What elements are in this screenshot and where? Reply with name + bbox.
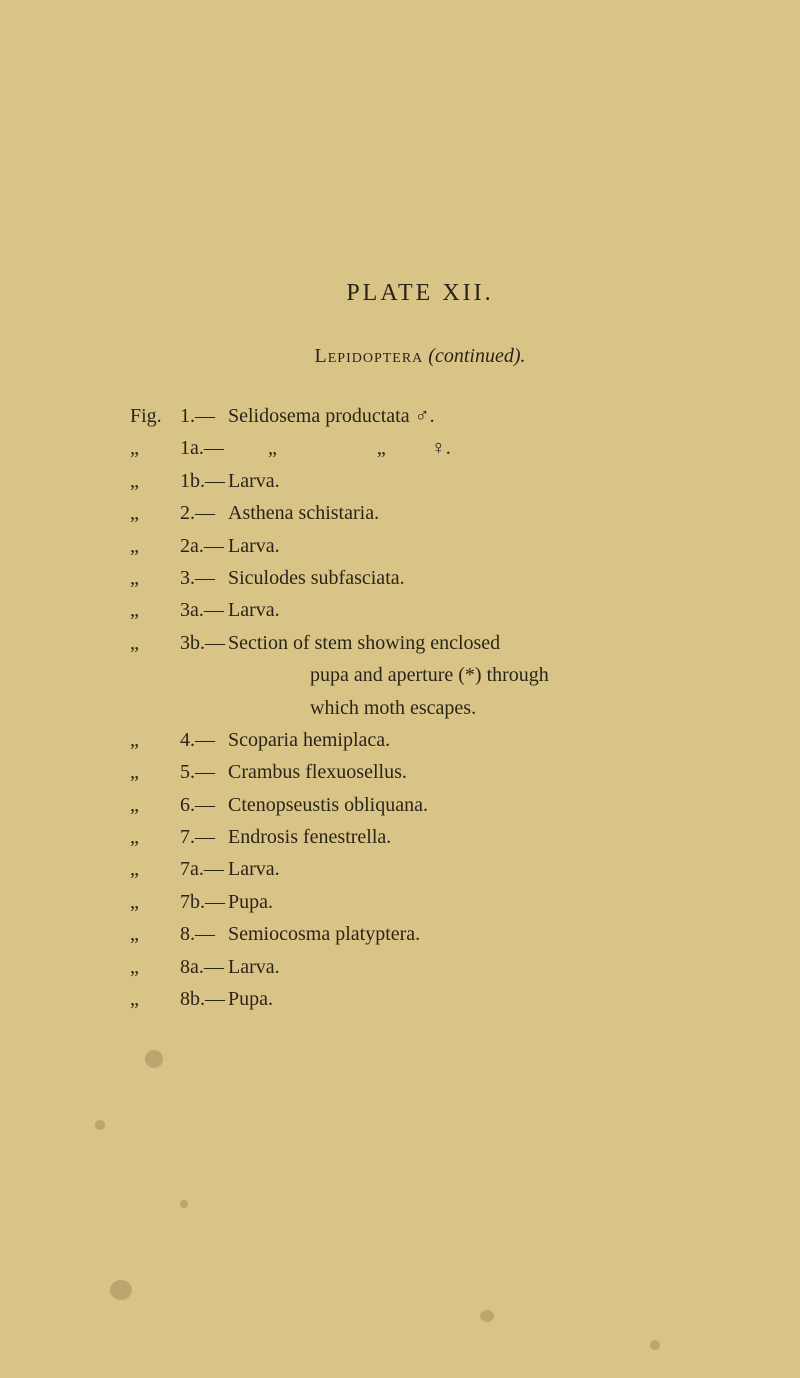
entry-text: Pupa. (228, 891, 273, 913)
entry-line: „1b.—Larva. (130, 465, 710, 497)
entry-line: „8b.—Pupa. (130, 983, 710, 1015)
entry-text: Selidosema productata ♂. (228, 405, 435, 427)
entry-number: 7b.— (180, 886, 228, 918)
age-spot (180, 1200, 188, 1208)
entry-number: 1a.— (180, 432, 228, 464)
entry-line: „7b.—Pupa. (130, 886, 710, 918)
entry-label: „ (130, 983, 180, 1015)
entry-number: 8.— (180, 918, 228, 950)
entry-line: „2.—Asthena schistaria. (130, 497, 710, 529)
entry-line: which moth escapes. (130, 692, 710, 724)
entry-label: „ (130, 562, 180, 594)
entry-text: Crambus flexuosellus. (228, 761, 407, 783)
subtitle: Lepidoptera (continued). (130, 345, 710, 368)
entry-label: Fig. (130, 400, 180, 432)
entry-label: „ (130, 465, 180, 497)
entry-label: „ (130, 497, 180, 529)
entry-label: „ (130, 756, 180, 788)
entry-label: „ (130, 886, 180, 918)
entry-text: Larva. (228, 858, 280, 880)
entry-number: 6.— (180, 789, 228, 821)
entry-number: 5.— (180, 756, 228, 788)
entry-number: 7.— (180, 821, 228, 853)
entry-text: Ctenopseustis obliquana. (228, 794, 428, 816)
entry-line: pupa and aperture (*) through (130, 659, 710, 691)
entry-line: „1a.— „ „ ♀. (130, 432, 710, 464)
entry-number: 3.— (180, 562, 228, 594)
entry-line: „5.—Crambus flexuosellus. (130, 756, 710, 788)
entry-label: „ (130, 432, 180, 464)
entry-number: 4.— (180, 724, 228, 756)
entry-label: „ (130, 918, 180, 950)
age-spot (110, 1280, 132, 1300)
age-spot (95, 1120, 105, 1130)
entry-label: „ (130, 594, 180, 626)
entry-number: 8a.— (180, 951, 228, 983)
entry-line: „8a.—Larva. (130, 951, 710, 983)
entry-text: Scoparia hemiplaca. (228, 729, 390, 751)
entry-label: „ (130, 951, 180, 983)
entry-line: „8.—Semiocosma platyptera. (130, 918, 710, 950)
entry-number: 2a.— (180, 530, 228, 562)
entry-line: Fig.1.—Selidosema productata ♂. (130, 400, 710, 432)
entry-text: Asthena schistaria. (228, 502, 379, 524)
entry-line: „2a.—Larva. (130, 530, 710, 562)
entry-text: Endrosis fenestrella. (228, 826, 391, 848)
entry-text: Larva. (228, 599, 280, 621)
entry-line: „7a.—Larva. (130, 853, 710, 885)
page-content: PLATE XII. Lepidoptera (continued). Fig.… (0, 0, 800, 1075)
entry-text: Semiocosma platyptera. (228, 923, 420, 945)
entry-line: „6.—Ctenopseustis obliquana. (130, 789, 710, 821)
entry-number: 2.— (180, 497, 228, 529)
entry-text: Larva. (228, 956, 280, 978)
age-spot (145, 1050, 163, 1068)
subtitle-caps: Lepidoptera (315, 345, 424, 367)
entry-line: „4.—Scoparia hemiplaca. (130, 724, 710, 756)
entry-line: „7.—Endrosis fenestrella. (130, 821, 710, 853)
entry-text: Larva. (228, 535, 280, 557)
entry-text: „ „ ♀. (228, 437, 451, 459)
entry-text: Section of stem showing enclosed (228, 632, 500, 654)
entry-line: „3b.—Section of stem showing enclosed (130, 627, 710, 659)
entry-number: 8b.— (180, 983, 228, 1015)
age-spot (650, 1340, 660, 1350)
age-spot (480, 1310, 494, 1322)
entry-label: „ (130, 789, 180, 821)
entry-label: „ (130, 821, 180, 853)
subtitle-italic: (continued). (428, 345, 525, 367)
entry-label: „ (130, 853, 180, 885)
entry-number: 3b.— (180, 627, 228, 659)
entry-label: „ (130, 627, 180, 659)
entry-line: „3.—Siculodes subfasciata. (130, 562, 710, 594)
entry-label: „ (130, 530, 180, 562)
entry-label: „ (130, 724, 180, 756)
entry-text: Siculodes subfasciata. (228, 567, 405, 589)
entry-number: 1b.— (180, 465, 228, 497)
entry-text: Pupa. (228, 988, 273, 1010)
entry-number: 3a.— (180, 594, 228, 626)
plate-title: PLATE XII. (130, 280, 710, 307)
entry-line: „3a.—Larva. (130, 594, 710, 626)
entry-text: Larva. (228, 470, 280, 492)
entry-number: 7a.— (180, 853, 228, 885)
entries-list: Fig.1.—Selidosema productata ♂.„1a.— „ „… (130, 400, 710, 1015)
entry-number: 1.— (180, 400, 228, 432)
